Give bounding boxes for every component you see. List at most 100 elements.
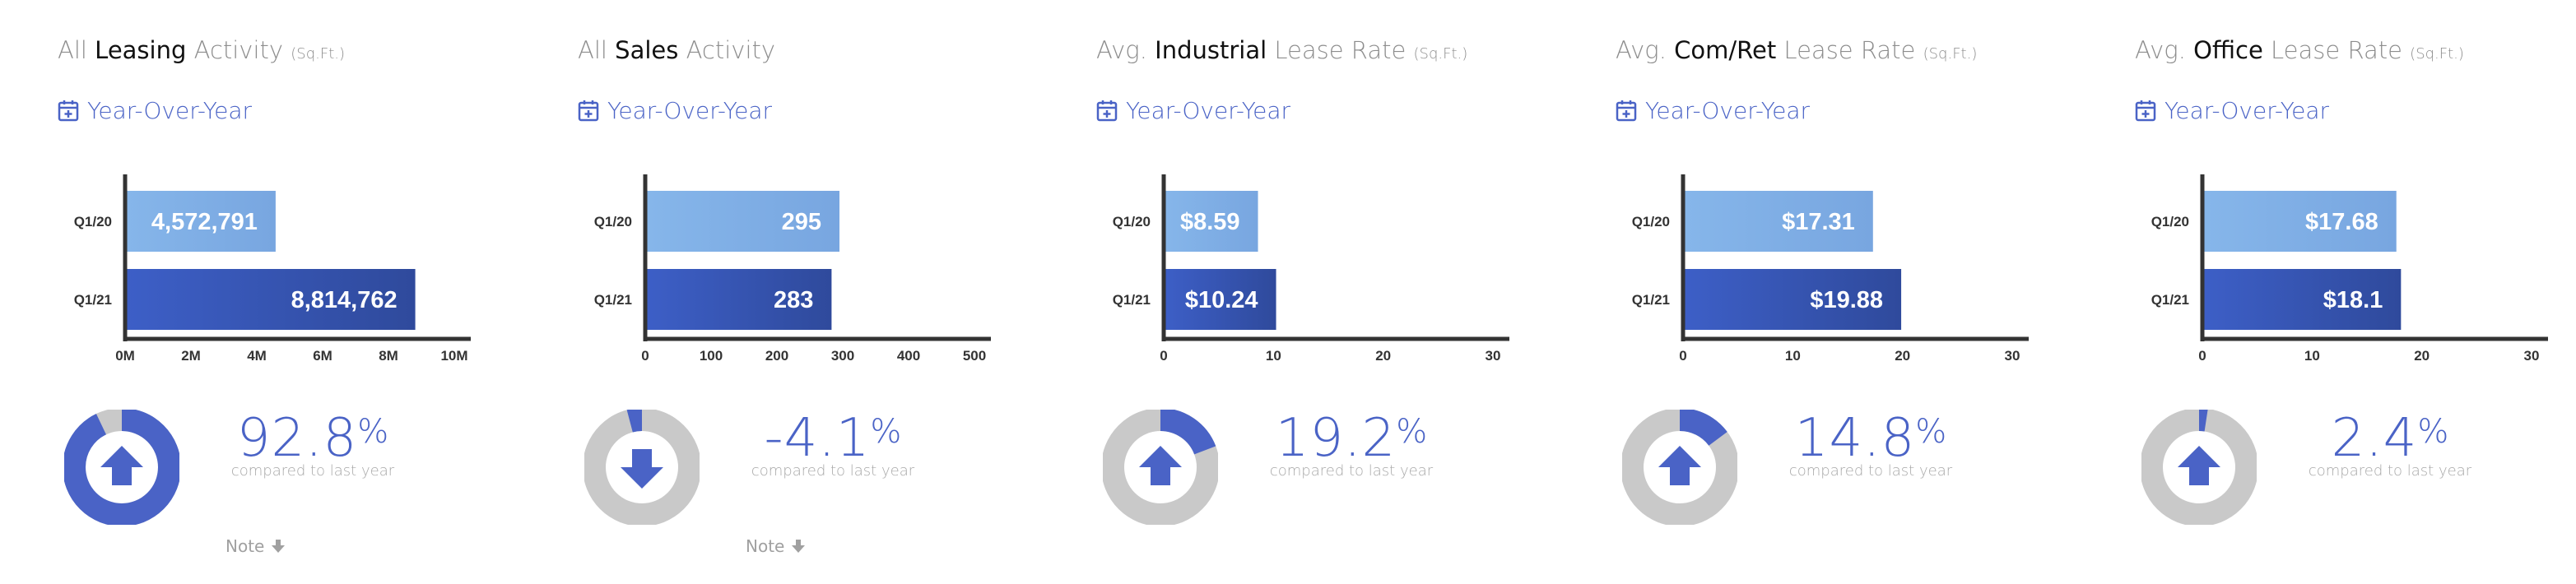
category-label: Q1/20 [1632,214,1670,229]
bar-value-label: $10.24 [1185,287,1258,313]
percent-value: 92.8 [236,408,358,469]
title-prefix: Avg. [1096,36,1155,64]
percent-value: -4.1 [764,408,871,469]
title-prefix: All [578,36,616,64]
bar [645,191,839,252]
bar [1683,269,1902,330]
title-strong: Industrial [1155,36,1267,64]
x-tick-label: 6M [313,348,332,364]
title-prefix: Avg. [1616,36,1675,64]
bar-chart: $17.31 Q1/20 $19.88 Q1/21 0 10 20 30 [1632,174,2029,364]
x-tick-label: 300 [831,348,854,364]
title-suffix: Lease Rate [1776,36,1916,64]
title-prefix: All [58,36,95,64]
x-tick-label: 20 [1895,348,1910,364]
arrow-down-icon [621,449,663,489]
category-label: Q1/20 [74,214,112,229]
calendar-plus-icon [1096,100,1118,122]
x-tick-label: 0M [115,348,135,364]
x-tick-label: 4M [247,348,267,364]
compare-caption: compared to last year [2308,462,2472,480]
x-tick-label: 0 [2198,348,2206,364]
bar-value-label: 8,814,762 [291,287,398,313]
bar [125,191,276,252]
title-strong: Leasing [95,36,187,64]
arrow-up-icon [100,446,143,485]
x-tick-label: 0 [641,348,649,364]
title-unit: (Sq.Ft.) [1923,45,1978,63]
title-prefix: Avg. [2135,36,2194,64]
arrow-up-icon [1658,446,1701,485]
category-label: Q1/21 [74,292,112,308]
year-over-year-label: Year-Over-Year [1645,96,1810,124]
x-tick-label: 200 [765,348,788,364]
year-over-year-label: Year-Over-Year [1126,96,1290,124]
bar-chart: 4,572,791 Q1/20 8,814,762 Q1/21 0M 2M 4M 6M 8M 10… [74,174,471,364]
percent-change: 14.8% compared to last year [1747,408,1994,480]
panel-title: Avg. Office Lease Rate (Sq.Ft.) [2135,36,2464,64]
note-toggle[interactable]: Note [746,536,806,556]
year-over-year-label: Year-Over-Year [2164,96,2329,124]
category-label: Q1/21 [2151,292,2189,308]
title-strong: Office [2193,36,2263,64]
x-tick-label: 10 [1785,348,1801,364]
compare-caption: compared to last year [230,462,395,480]
change-donut [64,410,179,525]
donut-track [584,410,700,525]
calendar-plus-icon [1616,100,1637,122]
bar-value-label: 4,572,791 [151,209,258,235]
year-over-year-toggle[interactable]: Year-Over-Year [2135,94,2329,127]
bar [1164,269,1276,330]
kpi-panel: All Sales Activity Year-Over-Year 295 Q1/20… [520,0,1030,584]
arrow-down-icon [792,540,806,553]
bar-value-label: 295 [782,209,821,235]
arrow-up-icon [2178,446,2220,485]
x-tick-label: 20 [2414,348,2430,364]
panel-title: All Sales Activity [578,36,775,64]
percent-value: 2.4 [2331,408,2418,469]
bar-value-label: $17.68 [2305,209,2378,235]
percent-unit: % [1915,413,1947,451]
bar [645,269,832,330]
bar [2202,269,2402,330]
change-donut [1622,410,1737,525]
year-over-year-toggle[interactable]: Year-Over-Year [1616,94,1810,127]
arrow-up-icon [1139,446,1182,485]
title-strong: Sales [615,36,679,64]
bar-value-label: $17.31 [1782,209,1855,235]
bar-value-label: 283 [774,287,813,313]
panel-title: All Leasing Activity (Sq.Ft.) [58,36,345,64]
category-label: Q1/21 [1113,292,1151,308]
title-strong: Com/Ret [1674,36,1777,64]
change-donut [2141,410,2257,525]
x-tick-label: 100 [700,348,723,364]
percent-unit: % [2417,413,2449,451]
donut-fill [64,410,179,525]
percent-unit: % [1396,413,1428,451]
bar [2202,191,2397,252]
percent-value: 14.8 [1794,408,1916,469]
bar [1164,191,1258,252]
change-donut [584,410,700,525]
year-over-year-toggle[interactable]: Year-Over-Year [578,94,772,127]
calendar-plus-icon [578,100,599,122]
kpi-panel: All Leasing Activity (Sq.Ft.) Year-Over-Y… [0,0,510,584]
x-tick-label: 0 [1160,348,1167,364]
calendar-plus-icon [2135,100,2156,122]
compare-caption: compared to last year [751,462,915,480]
year-over-year-toggle[interactable]: Year-Over-Year [58,94,252,127]
x-tick-label: 30 [2524,348,2540,364]
x-tick-label: 30 [1486,348,1501,364]
panel-title: Avg. Com/Ret Lease Rate (Sq.Ft.) [1616,36,1977,64]
x-tick-label: 10 [1266,348,1281,364]
year-over-year-toggle[interactable]: Year-Over-Year [1096,94,1290,127]
bar [1683,191,1873,252]
title-unit: (Sq.Ft.) [2410,45,2464,63]
year-over-year-label: Year-Over-Year [607,96,772,124]
note-label: Note [226,536,265,556]
year-over-year-label: Year-Over-Year [87,96,252,124]
bar-chart: 295 Q1/20 283 Q1/21 0 100 200 300 400 500 [594,174,991,364]
note-toggle[interactable]: Note [226,536,286,556]
category-label: Q1/21 [594,292,632,308]
title-suffix: Activity [678,36,776,64]
